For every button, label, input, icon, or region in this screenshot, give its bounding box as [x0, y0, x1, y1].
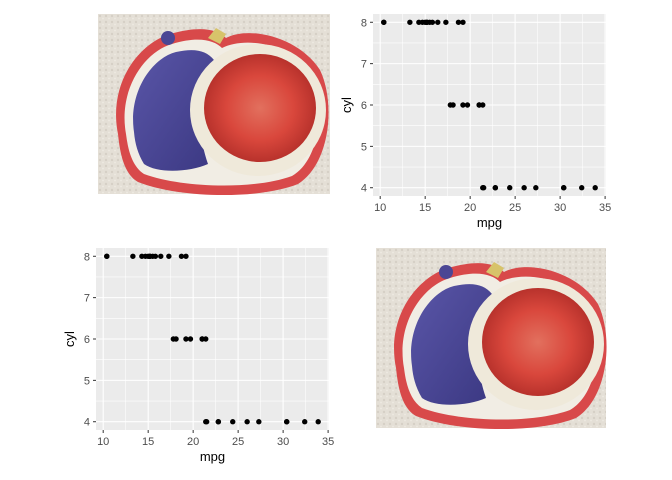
- scatter-plot-mpg-cyl: 10 15 20 25 30 35 4 5 6 7 8 mpg cyl: [62, 248, 334, 464]
- data-point: [316, 419, 321, 424]
- x-tick-label: 15: [419, 202, 431, 214]
- y-tick-label: 5: [84, 375, 90, 387]
- x-axis-title: mpg: [477, 215, 502, 230]
- y-axis-title: cyl: [339, 97, 354, 113]
- y-tick-label: 4: [84, 417, 90, 429]
- data-point: [284, 419, 289, 424]
- x-tick-label: 10: [374, 202, 386, 214]
- data-point: [443, 20, 448, 25]
- data-point: [430, 20, 435, 25]
- data-point: [579, 185, 584, 190]
- data-point: [302, 419, 307, 424]
- data-point: [465, 102, 470, 107]
- data-point: [381, 20, 386, 25]
- data-point: [507, 185, 512, 190]
- x-tick-label: 35: [322, 436, 334, 448]
- x-tick-label: 25: [509, 202, 521, 214]
- data-point: [521, 185, 526, 190]
- x-tick-label: 15: [142, 436, 154, 448]
- fig-patch: [116, 28, 329, 195]
- data-point: [230, 419, 235, 424]
- data-point: [104, 254, 109, 259]
- y-tick-label: 7: [361, 59, 367, 71]
- fig-patch: [394, 262, 607, 429]
- fig-embroidery-image: [98, 14, 330, 195]
- scatter-plot-mpg-cyl: 10 15 20 25 30 35 4 5 6 7 8 mpg cyl: [339, 14, 611, 230]
- y-axis-title: cyl: [62, 331, 77, 347]
- data-point: [130, 254, 135, 259]
- data-point: [158, 254, 163, 259]
- y-tick-label: 6: [84, 334, 90, 346]
- fig-embroidery-image: [376, 248, 607, 429]
- data-point: [533, 185, 538, 190]
- x-tick-label: 30: [277, 436, 289, 448]
- x-tick-label: 20: [464, 202, 476, 214]
- x-tick-label: 20: [187, 436, 199, 448]
- data-point: [448, 102, 453, 107]
- data-point: [244, 419, 249, 424]
- y-tick-label: 8: [84, 251, 90, 263]
- x-tick-label: 25: [232, 436, 244, 448]
- y-tick-label: 8: [361, 17, 367, 29]
- data-point: [435, 20, 440, 25]
- data-point: [256, 419, 261, 424]
- data-point: [171, 336, 176, 341]
- y-tick-label: 6: [361, 100, 367, 112]
- x-axis-title: mpg: [200, 449, 225, 464]
- y-tick-label: 5: [361, 141, 367, 153]
- y-tick-label: 4: [361, 183, 367, 195]
- data-point: [183, 254, 188, 259]
- data-point: [460, 20, 465, 25]
- x-tick-label: 10: [97, 436, 109, 448]
- x-tick-label: 30: [554, 202, 566, 214]
- data-point: [203, 336, 208, 341]
- data-point: [422, 20, 427, 25]
- data-point: [145, 254, 150, 259]
- data-point: [561, 185, 566, 190]
- data-point: [493, 185, 498, 190]
- data-point: [407, 20, 412, 25]
- data-point: [480, 102, 485, 107]
- data-point: [593, 185, 598, 190]
- x-tick-label: 35: [599, 202, 611, 214]
- data-point: [153, 254, 158, 259]
- data-point: [203, 419, 208, 424]
- y-tick-label: 7: [84, 293, 90, 305]
- data-point: [188, 336, 193, 341]
- data-point: [480, 185, 485, 190]
- data-point: [166, 254, 171, 259]
- data-point: [216, 419, 221, 424]
